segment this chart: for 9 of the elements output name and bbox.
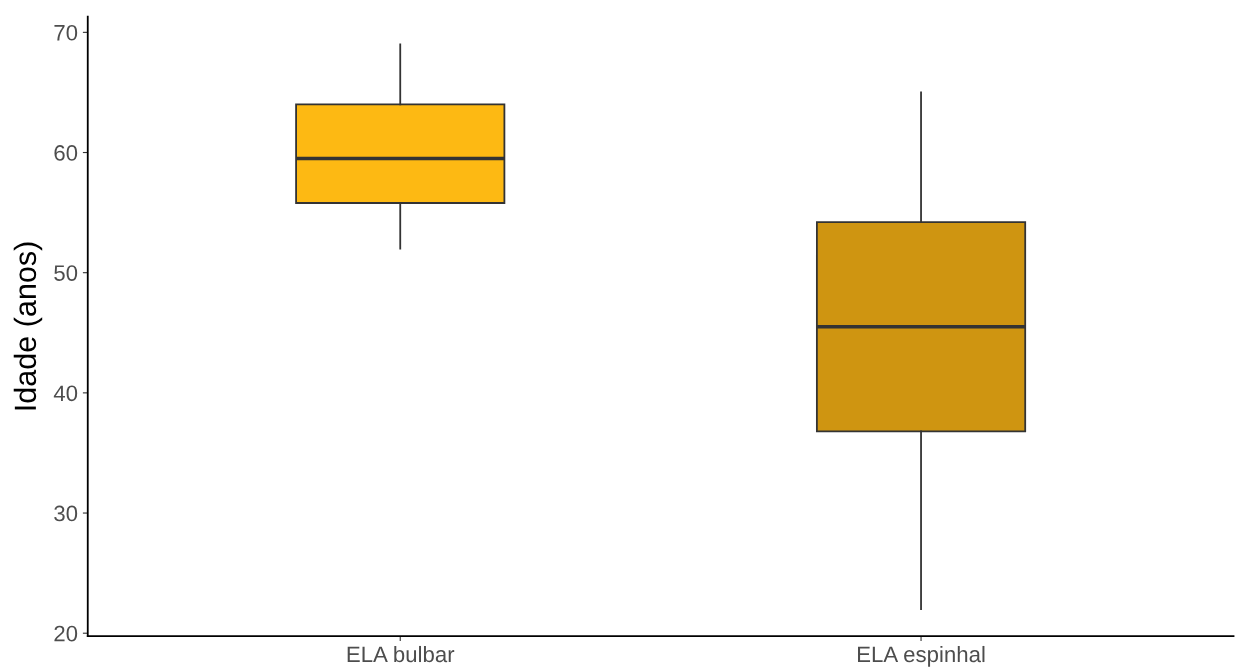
x-tick-label: ELA bulbar — [347, 645, 455, 663]
y-axis-title: Idade (anos) — [13, 242, 43, 410]
y-tick-label: 60 — [54, 145, 78, 161]
y-tick-label: 30 — [54, 505, 78, 522]
y-tick-label: 70 — [54, 24, 78, 41]
y-tick-label: 50 — [54, 265, 78, 281]
y-tick-label: 20 — [54, 625, 78, 642]
y-tick-label: 40 — [53, 385, 78, 402]
x-tick-label: ELA espinhal — [858, 645, 985, 667]
